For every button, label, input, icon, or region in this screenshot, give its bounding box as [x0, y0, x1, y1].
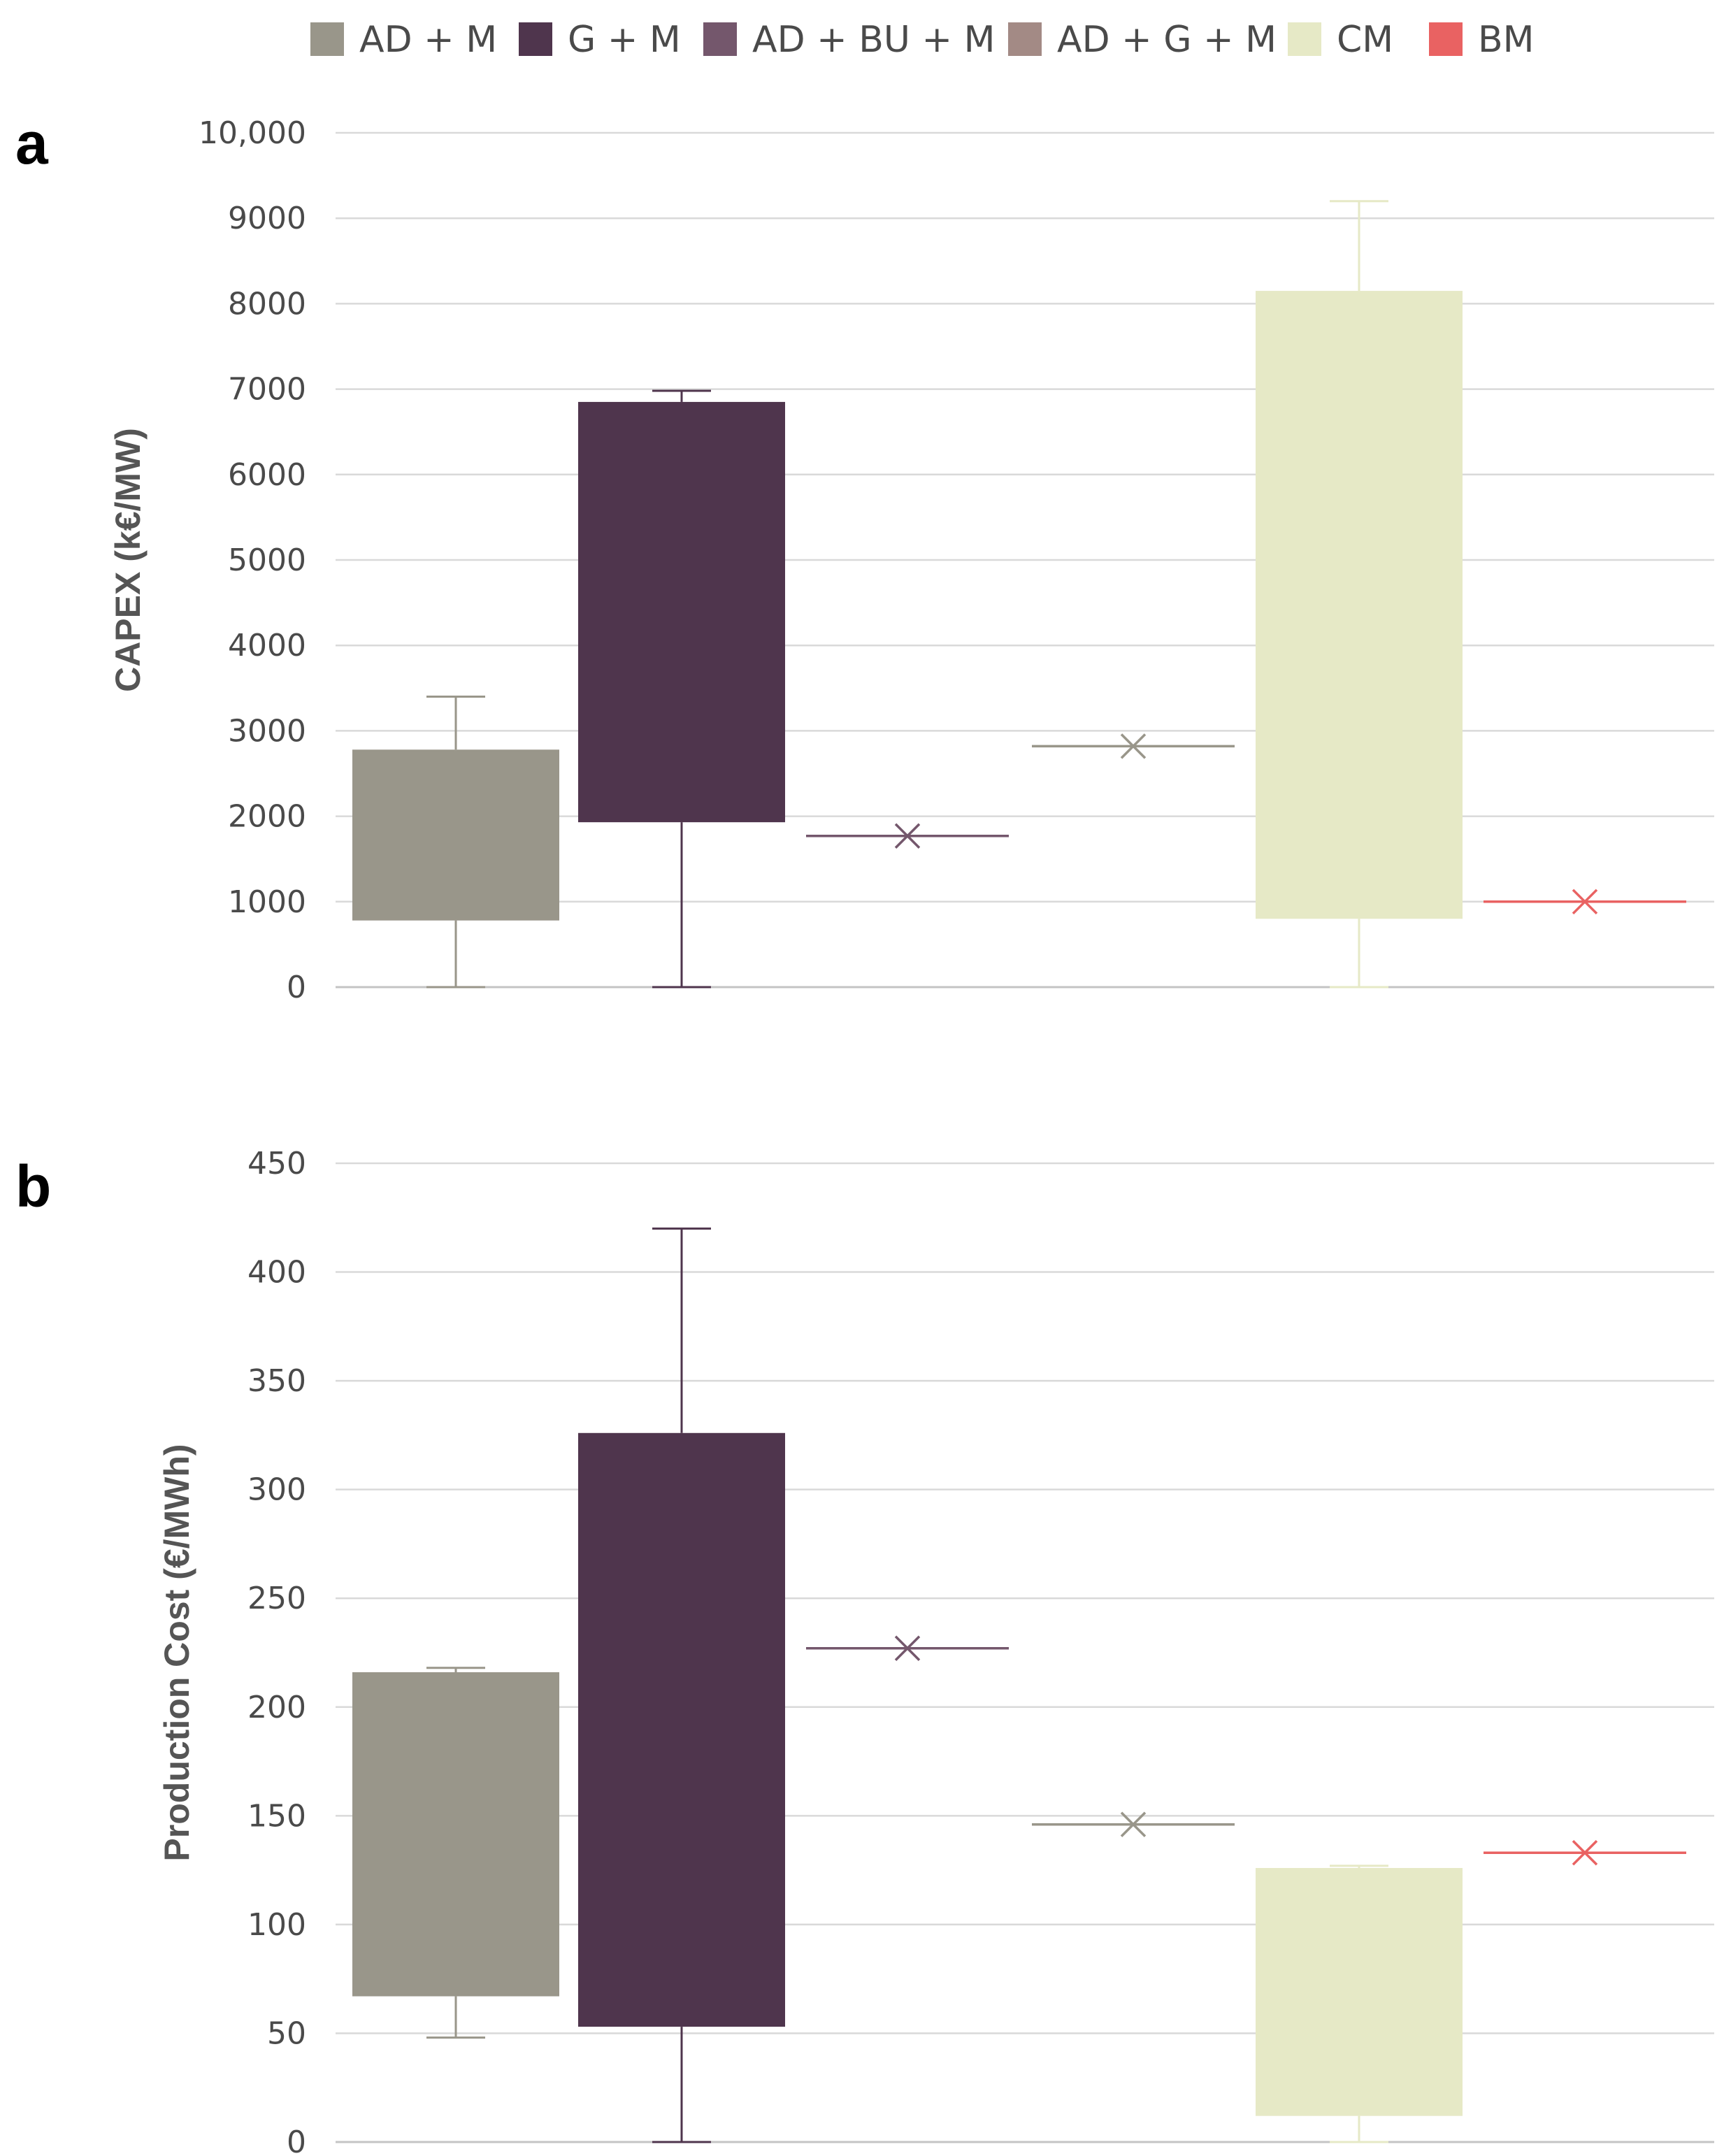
series-ad-m — [352, 1667, 559, 2039]
y-tick-label: 10,000 — [199, 115, 306, 151]
legend: AD + M G + M AD + BU + M AD + G + M CM BM — [310, 19, 1535, 61]
series-g-m — [578, 389, 785, 989]
y-tick-label: 7000 — [228, 372, 306, 408]
y-axis-title: CAPEX (k€/MW) — [108, 428, 148, 692]
y-tick-label: 8000 — [228, 286, 306, 322]
y-tick-label: 9000 — [228, 201, 306, 236]
legend-label-ad-bu-m: AD + BU + M — [752, 19, 995, 61]
value-marker-bm — [1572, 889, 1598, 915]
value-marker-ad-bu-m — [894, 823, 921, 849]
series-ad-m — [352, 696, 559, 989]
legend-label-ad-g-m: AD + G + M — [1057, 19, 1277, 61]
legend-swatch-g-m — [519, 22, 552, 56]
y-tick-label: 0 — [287, 2125, 306, 2156]
legend-label-bm: BM — [1478, 19, 1535, 61]
y-tick-label: 300 — [247, 1472, 306, 1508]
legend-swatch-cm — [1288, 22, 1321, 56]
box-cm — [1256, 291, 1463, 919]
series-bm — [1484, 1839, 1686, 1866]
value-marker-ad-g-m — [1120, 1811, 1147, 1838]
series-ad-bu-m — [806, 1635, 1009, 1662]
series-cm — [1256, 1864, 1463, 2143]
legend-label-cm: CM — [1337, 19, 1393, 61]
series-ad-g-m — [1032, 733, 1235, 759]
y-tick-label: 200 — [247, 1690, 306, 1725]
y-tick-label: 3000 — [228, 713, 306, 749]
legend-swatch-ad-bu-m — [703, 22, 737, 56]
panel-label: b — [15, 1154, 51, 1219]
box-g-m — [578, 1432, 785, 2027]
box-ad-m — [352, 1672, 559, 1997]
y-tick-label: 400 — [247, 1255, 306, 1291]
legend-label-ad-m: AD + M — [359, 19, 497, 61]
y-tick-label: 50 — [267, 2015, 306, 2051]
y-tick-label: 150 — [247, 1798, 306, 1834]
legend-swatch-bm — [1429, 22, 1463, 56]
y-tick-label: 5000 — [228, 542, 306, 578]
series-g-m — [578, 1227, 785, 2143]
y-tick-label: 4000 — [228, 628, 306, 663]
series-bm — [1484, 889, 1686, 915]
box-g-m — [578, 401, 785, 823]
y-tick-label: 450 — [247, 1146, 306, 1181]
panel-a-capex-chart: a 0 1000 2000 3000 4000 5000 6000 7000 8000 9000 10… — [15, 110, 1714, 1005]
value-marker-ad-g-m — [1120, 733, 1147, 759]
y-tick-label: 350 — [247, 1363, 306, 1399]
value-marker-ad-bu-m — [894, 1635, 921, 1662]
y-tick-label: 250 — [247, 1581, 306, 1616]
y-tick-label: 0 — [287, 970, 306, 1005]
legend-label-g-m: G + M — [568, 19, 681, 61]
legend-swatch-ad-m — [310, 22, 344, 56]
box-ad-m — [352, 749, 559, 921]
panel-label: a — [15, 110, 49, 176]
y-tick-label: 100 — [247, 1907, 306, 1943]
series-ad-bu-m — [806, 823, 1009, 849]
y-axis-title: Production Cost (€/MWh) — [157, 1444, 196, 1861]
series-ad-g-m — [1032, 1811, 1235, 1838]
value-marker-bm — [1572, 1839, 1598, 1866]
y-tick-label: 1000 — [228, 884, 306, 920]
y-tick-label: 2000 — [228, 799, 306, 835]
legend-swatch-ad-g-m — [1008, 22, 1042, 56]
box-cm — [1256, 1868, 1463, 2116]
y-tick-label: 6000 — [228, 457, 306, 493]
panel-b-production-cost-chart: b 0 50 100 150 200 250 300 350 400 450 Production C… — [15, 1146, 1714, 2156]
series-cm — [1256, 200, 1463, 989]
